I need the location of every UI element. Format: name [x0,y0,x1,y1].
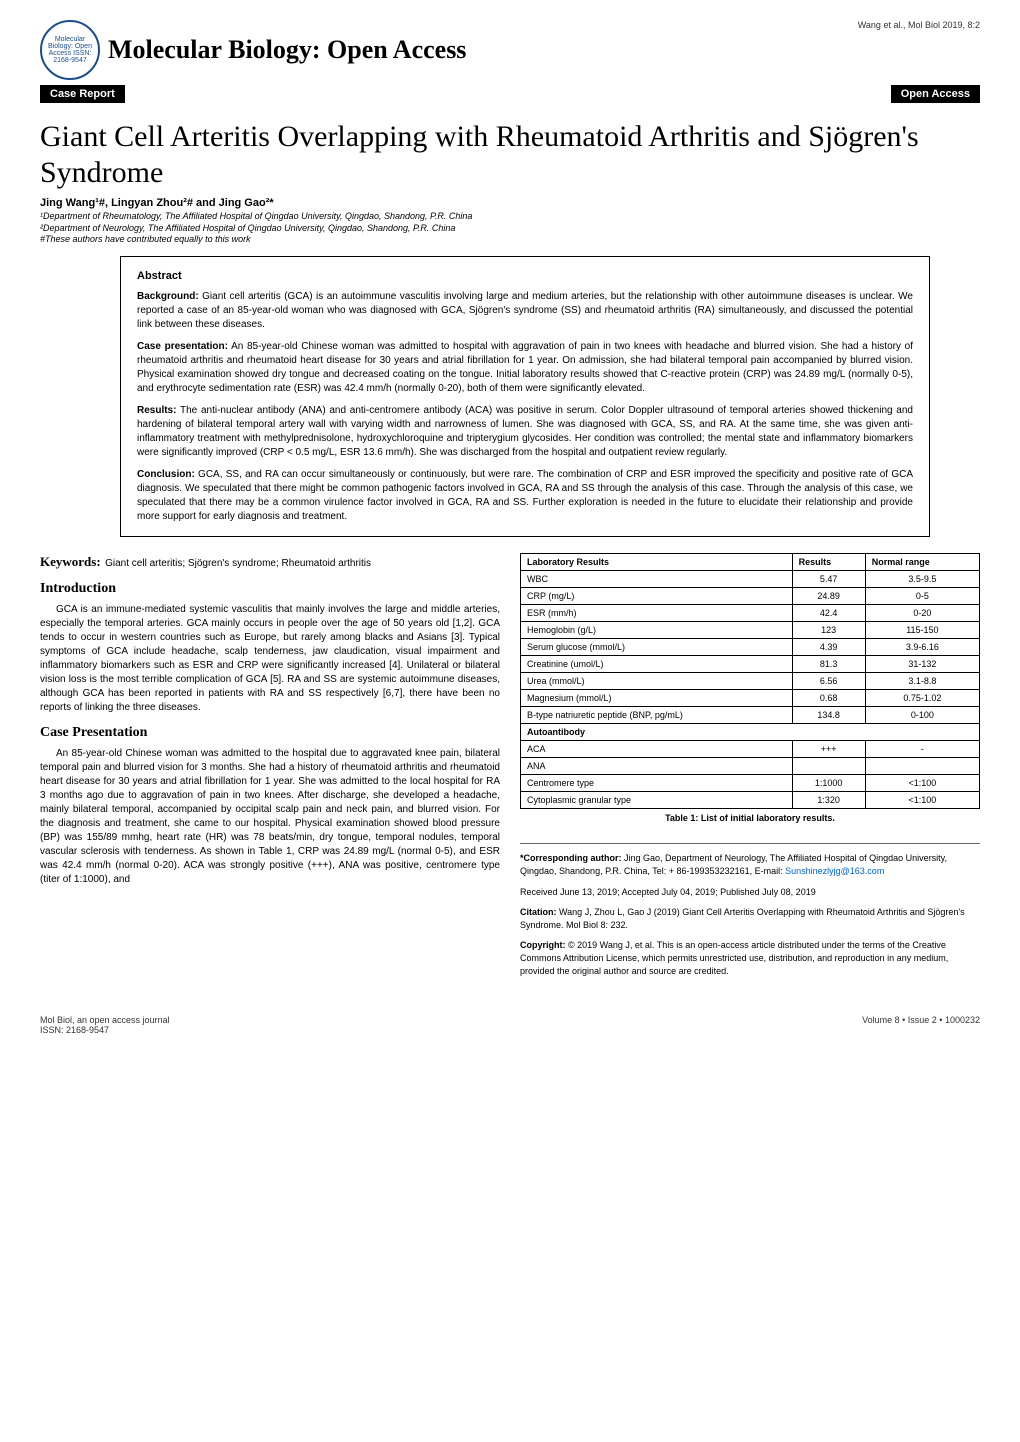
table-row: B-type natriuretic peptide (BNP, pg/mL)1… [521,707,980,724]
table-cell: 0-100 [865,707,979,724]
table-header-row: Laboratory Results Results Normal range [521,554,980,571]
table-cell [792,758,865,775]
right-column: Laboratory Results Results Normal range … [520,553,980,977]
table-cell: Cytoplasmic granular type [521,792,793,809]
table-row: CRP (mg/L)24.890-5 [521,588,980,605]
open-access-label: Open Access [891,85,980,103]
page-header: Molecular Biology: Open Access ISSN: 216… [40,20,980,80]
abstract-results: Results: The anti-nuclear antibody (ANA)… [137,404,913,460]
table-cell: 1:320 [792,792,865,809]
table-cell: 0.68 [792,690,865,707]
table-cell: WBC [521,571,793,588]
header-citation: Wang et al., Mol Biol 2019, 8:2 [858,20,980,30]
col-normal-range: Normal range [865,554,979,571]
table-cell: 24.89 [792,588,865,605]
abstract-conclusion: Conclusion: GCA, SS, and RA can occur si… [137,468,913,524]
table-row: Centromere type1:1000<1:100 [521,775,980,792]
footer-right: Volume 8 • Issue 2 • 1000232 [862,1015,980,1035]
page-footer: Mol Biol, an open access journal ISSN: 2… [0,1007,1020,1043]
corresponding-author: *Corresponding author: Jing Gao, Departm… [520,852,980,877]
affiliation-2: ²Department of Neurology, The Affiliated… [40,223,980,235]
table-cell: Centromere type [521,775,793,792]
table-cell: 115-150 [865,622,979,639]
table-cell: <1:100 [865,792,979,809]
table-cell: 134.8 [792,707,865,724]
table1-caption: Table 1: List of initial laboratory resu… [520,813,980,823]
col-results: Results [792,554,865,571]
keywords-text: Giant cell arteritis; Sjögren's syndrome… [105,558,371,569]
table-cell: <1:100 [865,775,979,792]
table-cell: Creatinine (umol/L) [521,656,793,673]
left-column: Keywords: Giant cell arteritis; Sjögren'… [40,553,500,977]
table-row: ESR (mm/h)42.40-20 [521,605,980,622]
table-row: Hemoglobin (g/L)123115-150 [521,622,980,639]
table-cell: 0-20 [865,605,979,622]
journal-logo-icon: Molecular Biology: Open Access ISSN: 216… [40,20,100,80]
abstract-case-presentation: Case presentation: An 85-year-old Chines… [137,340,913,396]
table-cell: Serum glucose (mmol/L) [521,639,793,656]
table-cell: 81.3 [792,656,865,673]
table-cell: 3.1-8.8 [865,673,979,690]
table-cell: 3.5-9.5 [865,571,979,588]
table-cell: Magnesium (mmol/L) [521,690,793,707]
journal-title: Molecular Biology: Open Access [108,35,466,65]
footer-left: Mol Biol, an open access journal ISSN: 2… [40,1015,170,1035]
introduction-heading: Introduction [40,581,500,597]
table-cell: 4.39 [792,639,865,656]
table-row: Cytoplasmic granular type1:320<1:100 [521,792,980,809]
table-row: WBC5.473.5-9.5 [521,571,980,588]
affiliations: ¹Department of Rheumatology, The Affilia… [40,211,980,246]
article-type-bar: Case Report Open Access [40,85,980,103]
table-cell: 31-132 [865,656,979,673]
table-row: Magnesium (mmol/L)0.680.75-1.02 [521,690,980,707]
table-row: ACA+++- [521,741,980,758]
table-cell [865,758,979,775]
case-presentation-text: An 85-year-old Chinese woman was admitte… [40,747,500,887]
authors-line: Jing Wang¹#, Lingyan Zhou²# and Jing Gao… [40,197,980,209]
table-cell: CRP (mg/L) [521,588,793,605]
abstract-background: Background: Giant cell arteritis (GCA) i… [137,290,913,332]
table-cell: - [865,741,979,758]
case-presentation-heading: Case Presentation [40,725,500,741]
correspondence-block: *Corresponding author: Jing Gao, Departm… [520,843,980,977]
lab-results-table: Laboratory Results Results Normal range … [520,553,980,809]
table-cell: 3.9-6.16 [865,639,979,656]
table-row: Creatinine (umol/L)81.331-132 [521,656,980,673]
table-cell: 42.4 [792,605,865,622]
table-cell: ANA [521,758,793,775]
article-title: Giant Cell Arteritis Overlapping with Rh… [40,119,980,191]
introduction-text: GCA is an immune-mediated systemic vascu… [40,603,500,715]
table-cell: B-type natriuretic peptide (BNP, pg/mL) [521,707,793,724]
two-column-body: Keywords: Giant cell arteritis; Sjögren'… [40,553,980,977]
article-type-label: Case Report [40,85,125,103]
table-row: Serum glucose (mmol/L)4.393.9-6.16 [521,639,980,656]
keywords-block: Keywords: Giant cell arteritis; Sjögren'… [40,553,500,571]
copyright-line: Copyright: © 2019 Wang J, et al. This is… [520,939,980,977]
table-cell: Urea (mmol/L) [521,673,793,690]
corresponding-email-link[interactable]: Sunshinezlyjg@163.com [785,866,884,876]
table-cell: 5.47 [792,571,865,588]
citation-line: Citation: Wang J, Zhou L, Gao J (2019) G… [520,906,980,931]
autoantibody-subheader: Autoantibody [521,724,980,741]
dates-line: Received June 13, 2019; Accepted July 04… [520,886,980,899]
col-lab-results: Laboratory Results [521,554,793,571]
table-subheader-row: Autoantibody [521,724,980,741]
abstract-box: Abstract Background: Giant cell arteriti… [120,256,930,537]
table-cell: +++ [792,741,865,758]
table-cell: 6.56 [792,673,865,690]
affiliation-note: #These authors have contributed equally … [40,234,980,246]
keywords-label: Keywords: [40,554,101,569]
logo-title-block: Molecular Biology: Open Access ISSN: 216… [40,20,466,80]
table-row: ANA [521,758,980,775]
table-cell: 0-5 [865,588,979,605]
table-cell: 0.75-1.02 [865,690,979,707]
table-cell: ACA [521,741,793,758]
table-cell: 1:1000 [792,775,865,792]
affiliation-1: ¹Department of Rheumatology, The Affilia… [40,211,980,223]
table-row: Urea (mmol/L)6.563.1-8.8 [521,673,980,690]
table-cell: ESR (mm/h) [521,605,793,622]
table-cell: 123 [792,622,865,639]
abstract-heading: Abstract [137,269,913,284]
table-cell: Hemoglobin (g/L) [521,622,793,639]
